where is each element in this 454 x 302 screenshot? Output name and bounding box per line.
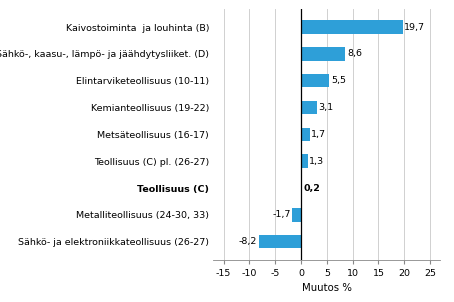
Text: 19,7: 19,7 [404, 23, 425, 32]
Text: 0,2: 0,2 [304, 184, 321, 192]
Bar [301, 155, 308, 168]
Text: 3,1: 3,1 [319, 103, 334, 112]
Text: 5,5: 5,5 [331, 76, 346, 85]
Bar [301, 47, 345, 61]
X-axis label: Muutos %: Muutos % [302, 283, 352, 293]
Text: 8,6: 8,6 [347, 50, 362, 59]
Bar [301, 181, 302, 195]
Bar [301, 21, 403, 34]
Text: 1,3: 1,3 [309, 157, 325, 166]
Bar [259, 235, 301, 248]
Bar [301, 128, 310, 141]
Bar [301, 74, 330, 88]
Bar [301, 101, 317, 114]
Text: 1,7: 1,7 [311, 130, 326, 139]
Text: -8,2: -8,2 [239, 237, 257, 246]
Bar [292, 208, 301, 222]
Text: -1,7: -1,7 [272, 210, 291, 219]
